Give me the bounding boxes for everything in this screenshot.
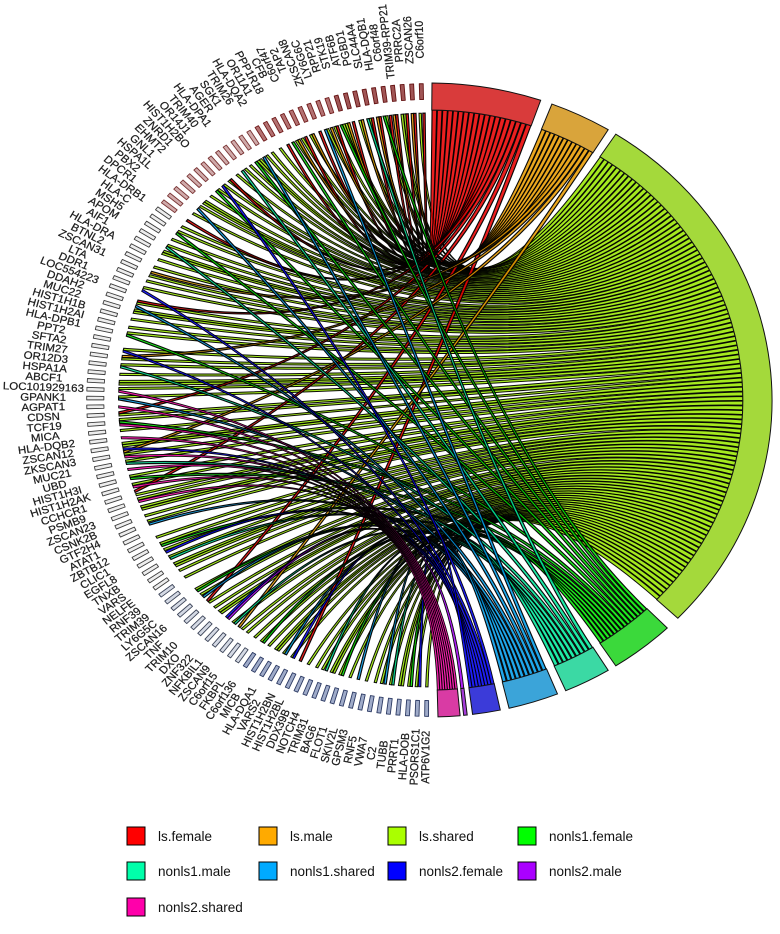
svg-text:TCF19: TCF19 bbox=[26, 421, 62, 435]
svg-text:VWA7: VWA7 bbox=[353, 736, 371, 767]
svg-text:nonls2.female: nonls2.female bbox=[419, 864, 503, 879]
svg-text:HLA-DOB: HLA-DOB bbox=[397, 733, 413, 781]
svg-text:TUBB: TUBB bbox=[375, 740, 391, 769]
svg-text:PRRC2A: PRRC2A bbox=[390, 18, 406, 62]
svg-text:CDSN: CDSN bbox=[27, 411, 60, 424]
svg-text:C2: C2 bbox=[365, 746, 379, 761]
svg-text:C6orf10: C6orf10 bbox=[413, 21, 426, 59]
svg-text:ATP6V1G2: ATP6V1G2 bbox=[420, 731, 433, 784]
svg-text:AGPAT1: AGPAT1 bbox=[21, 402, 65, 414]
svg-text:ls.female: ls.female bbox=[158, 829, 212, 844]
svg-text:nonls1.female: nonls1.female bbox=[549, 829, 633, 844]
svg-text:nonls1.male: nonls1.male bbox=[158, 864, 231, 879]
svg-text:SFTA2: SFTA2 bbox=[31, 330, 68, 347]
svg-text:PPT2: PPT2 bbox=[36, 320, 67, 337]
svg-text:GPANK1: GPANK1 bbox=[20, 392, 66, 404]
svg-text:MICA: MICA bbox=[30, 430, 61, 444]
svg-text:nonls2.male: nonls2.male bbox=[549, 864, 622, 879]
svg-text:PSORS1C1: PSORS1C1 bbox=[408, 728, 423, 785]
svg-text:PRRT1: PRRT1 bbox=[386, 738, 402, 774]
svg-text:nonls1.shared: nonls1.shared bbox=[290, 864, 375, 879]
svg-text:ZSCAN26: ZSCAN26 bbox=[402, 16, 417, 64]
svg-text:TRIM27: TRIM27 bbox=[26, 339, 68, 356]
svg-text:ABCF1: ABCF1 bbox=[25, 371, 63, 385]
svg-text:OR12D3: OR12D3 bbox=[23, 350, 69, 366]
svg-text:RNF5: RNF5 bbox=[342, 735, 360, 764]
svg-text:ls.shared: ls.shared bbox=[419, 829, 474, 844]
svg-text:UBD: UBD bbox=[41, 479, 68, 496]
svg-text:HSPA1A: HSPA1A bbox=[22, 360, 68, 375]
svg-text:LOC101929163: LOC101929163 bbox=[3, 381, 85, 395]
svg-text:nonls2.shared: nonls2.shared bbox=[158, 900, 243, 915]
svg-text:ls.male: ls.male bbox=[290, 829, 333, 844]
svg-text:C6orf48: C6orf48 bbox=[368, 23, 386, 62]
